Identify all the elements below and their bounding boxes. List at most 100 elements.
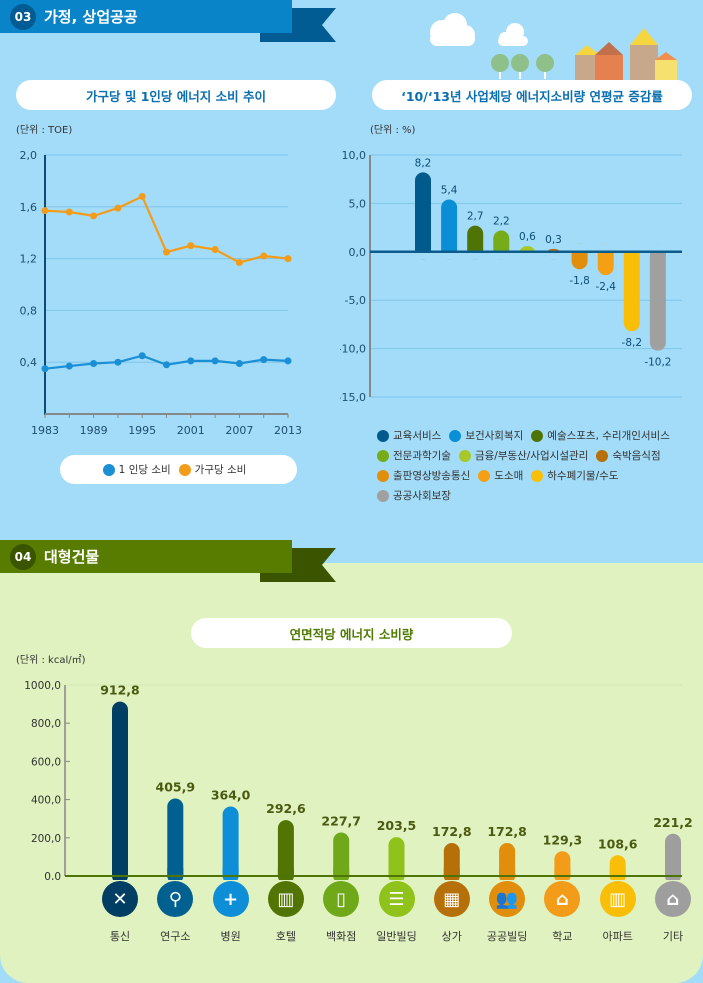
legend-dot xyxy=(102,463,115,476)
hospital-cross-icon: + xyxy=(212,881,249,917)
data-label: 2,7 xyxy=(467,211,484,223)
y-tick-label: 1,6 xyxy=(20,201,38,214)
legend-item: 보건사회복지 xyxy=(449,426,523,446)
section-04-banner: 04 대형건물 xyxy=(0,540,292,573)
legend-label: 도소매 xyxy=(494,470,524,482)
legend-dot xyxy=(449,430,462,442)
bar xyxy=(277,820,294,880)
bar-mask xyxy=(571,243,588,252)
bar xyxy=(167,798,184,880)
y-tick-label: 1,2 xyxy=(20,253,38,266)
microscope-icon: ⚲ xyxy=(157,881,194,917)
line-chart: 2,0 1,6 1,2 0,8 0,4 1983 1989 1995 2001 2007 2013 xyxy=(20,149,303,437)
legend-item: 1 인당 소비 xyxy=(102,460,171,480)
section-03-banner: 03 가정, 상업공공 xyxy=(0,0,292,33)
bar-mask xyxy=(649,243,666,252)
bar-base xyxy=(665,868,681,876)
legend-label: 공공사회보장 xyxy=(393,490,451,502)
category-label: 학교 xyxy=(552,930,573,943)
section-number: 04 xyxy=(10,543,36,570)
legend-label: 1 인당 소비 xyxy=(118,463,171,476)
data-point xyxy=(211,246,219,254)
house-icon: ⌂ xyxy=(655,881,691,917)
legend-dot xyxy=(377,450,389,462)
data-point xyxy=(114,204,122,212)
y-tick-label: 0,0 xyxy=(44,871,61,880)
bar-mask xyxy=(545,251,562,260)
apartment-icon: ▥ xyxy=(599,881,636,917)
ribbon-tail xyxy=(260,8,336,42)
data-label: 2,2 xyxy=(493,216,510,228)
category-label: 연구소 xyxy=(160,930,191,943)
data-label: 227,7 xyxy=(321,814,361,829)
bar xyxy=(441,199,458,260)
growth-bar-chart: 10,0 5,0 0,0 -5,0 -10,0 -15,0 8,2 5,4 2,7 2,2 0,6 0… xyxy=(340,149,682,404)
x-tick-label: 2013 xyxy=(274,424,302,437)
legend-label: 하수폐기물/수도 xyxy=(547,470,619,482)
data-point xyxy=(41,365,49,373)
chart3-title: 연면적당 에너지 소비량 xyxy=(191,618,512,648)
legend-dot xyxy=(531,470,544,482)
y-tick-label: 0,0 xyxy=(349,246,367,259)
data-point xyxy=(65,362,73,370)
legend-label: 가구당 소비 xyxy=(194,463,247,476)
data-point xyxy=(235,359,243,367)
data-label: 292,6 xyxy=(266,801,306,816)
legend-item: 도소매 xyxy=(478,466,523,486)
data-point xyxy=(90,359,98,367)
legend-item: 전문과학기술 xyxy=(377,446,451,466)
bar xyxy=(649,243,666,351)
hotel-icon: ▥ xyxy=(267,881,304,917)
legend-item: 예술스포츠, 수리개인서비스 xyxy=(531,426,670,446)
legend-item: 공공사회보장 xyxy=(377,486,451,506)
category-label: 병원 xyxy=(220,930,241,943)
school-icon: ⌂ xyxy=(544,881,581,917)
y-tick-label: 800,0 xyxy=(31,718,61,730)
data-label: 172,8 xyxy=(432,824,472,839)
legend-item: 가구당 소비 xyxy=(178,460,247,480)
y-tick-label: -15,0 xyxy=(340,391,366,404)
y-tick-label: 1000,0 xyxy=(24,680,61,692)
satellite-icon: ✕ xyxy=(102,881,138,917)
legend-label: 금융/부동산/사업시설관리 xyxy=(474,450,589,462)
floor-area-energy-bar-chart: 1000,0 800,0 600,0 400,0 200,0 0,0 912,8 405,9 3… xyxy=(24,680,693,880)
y-tick-label: 5,0 xyxy=(349,197,367,210)
legend-label: 보건사회복지 xyxy=(465,430,524,442)
bar-mask xyxy=(623,243,640,252)
legend-dot xyxy=(458,450,471,462)
legend-label: 교육서비스 xyxy=(393,430,442,442)
ribbon-tail xyxy=(260,548,336,582)
x-tick-label: 1995 xyxy=(128,424,156,437)
bar-base xyxy=(333,868,350,876)
data-point xyxy=(138,352,146,360)
shop-icon: ▦ xyxy=(433,881,470,917)
chart3-unit: (단위 : kcal/㎡) xyxy=(16,655,86,666)
town-illustration xyxy=(430,13,677,80)
section-title: 가정, 상업공공 xyxy=(44,8,138,26)
bar-base xyxy=(499,868,516,876)
bar-base xyxy=(443,868,460,876)
category-label: 호텔 xyxy=(275,930,297,943)
section-title: 대형건물 xyxy=(44,548,100,566)
legend-dot xyxy=(377,430,389,442)
data-point xyxy=(235,258,243,266)
data-label: -10,2 xyxy=(644,357,671,369)
bar-base xyxy=(277,868,294,876)
data-point xyxy=(260,356,268,364)
y-tick-label: -10,0 xyxy=(340,343,366,356)
bar-mask xyxy=(597,243,614,252)
x-tick-label: 1983 xyxy=(31,424,59,437)
bar xyxy=(112,701,128,880)
category-label: 아파트 xyxy=(602,930,633,943)
department-store-icon: ▯ xyxy=(323,881,360,917)
data-label: 405,9 xyxy=(156,779,196,794)
y-tick-label: 2,0 xyxy=(20,149,38,162)
legend-dot xyxy=(377,490,389,502)
bar-base xyxy=(222,868,239,876)
legend-item: 하수폐기물/수도 xyxy=(531,466,618,486)
chart1-legend: 1 인당 소비 가구당 소비 xyxy=(60,455,297,484)
x-tick-label: 1989 xyxy=(80,424,108,437)
data-point xyxy=(41,207,49,215)
legend-item: 교육서비스 xyxy=(377,426,441,446)
